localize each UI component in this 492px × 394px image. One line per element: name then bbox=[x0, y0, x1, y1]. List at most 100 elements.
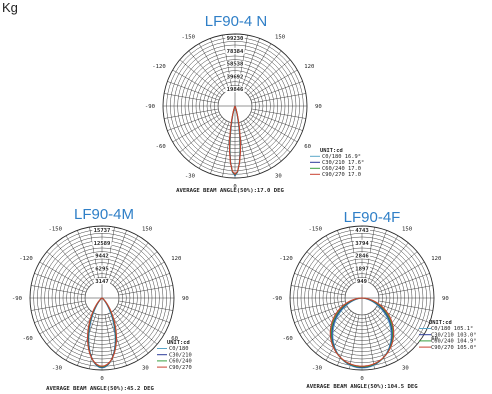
grid-spoke bbox=[249, 69, 298, 98]
beam-curve-C0-180 bbox=[332, 297, 392, 369]
ring-label: 9442 bbox=[95, 254, 108, 260]
grid-spoke bbox=[116, 261, 165, 290]
chart-title: LF90-4 N bbox=[205, 13, 268, 30]
grid-spoke bbox=[325, 312, 354, 361]
grid-spoke bbox=[251, 93, 306, 104]
angle-label: -60 bbox=[283, 336, 293, 342]
angle-label: 90 bbox=[182, 296, 189, 302]
angle-label: -120 bbox=[279, 256, 292, 262]
grid-spoke bbox=[39, 261, 88, 290]
angle-label: 120 bbox=[171, 256, 181, 262]
polar-chart-3: LF90-4F 4743 3794 2846 1897 949 -150 150 -120 120… bbox=[272, 209, 477, 390]
grid-spoke bbox=[65, 235, 94, 284]
legend-entry: C90/270 bbox=[169, 365, 192, 371]
grid-spoke bbox=[337, 230, 357, 283]
legend-entry: C60/240 17.0 bbox=[322, 166, 361, 172]
ring-label: 15737 bbox=[94, 228, 111, 234]
legend-entry: C30/210 bbox=[169, 352, 192, 358]
ring-label: 6295 bbox=[95, 266, 108, 272]
ring-label-bg bbox=[225, 86, 245, 93]
grid-spoke bbox=[89, 314, 100, 369]
grid-spoke bbox=[117, 303, 170, 323]
grid-spoke bbox=[31, 285, 86, 296]
grid-spoke bbox=[55, 310, 92, 354]
grid-spoke bbox=[377, 303, 430, 323]
grid-spoke bbox=[240, 38, 260, 91]
grid-spoke bbox=[77, 313, 97, 366]
beam-angle-footer: AVERAGE BEAM ANGLE(50%):104.5 DEG bbox=[306, 384, 418, 390]
grid-spoke bbox=[247, 59, 291, 96]
grid-spoke bbox=[179, 116, 223, 153]
angle-label: 30 bbox=[142, 365, 149, 371]
angle-label: -150 bbox=[49, 227, 62, 233]
angle-label: 0 bbox=[360, 376, 363, 382]
grid-spoke bbox=[367, 230, 387, 283]
grid-spoke bbox=[55, 242, 92, 286]
angle-label: -60 bbox=[156, 144, 166, 150]
ring-label: 1897 bbox=[355, 266, 368, 272]
grid-spoke bbox=[294, 273, 347, 293]
ring-label: 19846 bbox=[227, 87, 244, 93]
beam-curve-C60-240 bbox=[330, 297, 394, 368]
grid-spoke bbox=[378, 285, 433, 296]
grid-spoke bbox=[376, 261, 425, 290]
grid-spoke bbox=[243, 120, 272, 169]
grid-spoke bbox=[164, 108, 219, 119]
ring-label-bg bbox=[225, 60, 245, 67]
angle-label: 0 bbox=[233, 184, 236, 190]
grid-spoke bbox=[364, 314, 375, 369]
angle-label: 30 bbox=[402, 365, 409, 371]
ring-label: 4743 bbox=[355, 228, 368, 234]
grid-spoke bbox=[374, 308, 418, 345]
angle-label: -120 bbox=[19, 256, 32, 262]
grid-spoke bbox=[245, 118, 282, 162]
legend-entry: C60/240 bbox=[169, 359, 192, 365]
header-text: Kg bbox=[2, 0, 18, 15]
grid-spoke bbox=[118, 285, 173, 296]
unit-label: UNIT:cd bbox=[429, 320, 452, 326]
ring-label: 58538 bbox=[227, 62, 244, 68]
grid-spoke bbox=[46, 308, 90, 345]
angle-label: 60 bbox=[304, 144, 311, 150]
grid-spoke bbox=[306, 308, 350, 345]
grid-spoke bbox=[112, 242, 149, 286]
grid-spoke bbox=[110, 235, 139, 284]
grid-spoke bbox=[370, 312, 399, 361]
legend-entry: C30/210 17.6° bbox=[322, 160, 364, 166]
polar-chart-1: LF90-4 N 99230 78384 58538 39692 19846 -150 150… bbox=[145, 13, 364, 194]
ring-label: 99230 bbox=[227, 36, 244, 42]
grid-spoke bbox=[167, 81, 220, 101]
angle-label: 90 bbox=[442, 296, 449, 302]
ring-label: 78384 bbox=[227, 49, 244, 55]
grid-spoke bbox=[118, 300, 173, 311]
grid-spoke bbox=[198, 43, 227, 92]
ring-label: 12589 bbox=[94, 241, 111, 247]
grid-spoke bbox=[306, 251, 350, 288]
ring-label: 39692 bbox=[227, 74, 244, 80]
grid-spoke bbox=[250, 81, 303, 101]
legend-entry: C60/240 104.9° bbox=[431, 339, 476, 345]
grid-spoke bbox=[112, 310, 149, 354]
angle-label: 0 bbox=[100, 376, 103, 382]
grid-spoke bbox=[164, 93, 219, 104]
angle-label: 120 bbox=[304, 64, 314, 70]
grid-spoke bbox=[114, 308, 158, 345]
grid-spoke bbox=[104, 314, 115, 369]
beam-curve-C90-270 bbox=[329, 297, 395, 367]
grid-spoke bbox=[240, 121, 260, 174]
angle-label: -90 bbox=[145, 104, 155, 110]
grid-spoke bbox=[249, 114, 298, 143]
grid-spoke bbox=[210, 121, 230, 174]
grid-spoke bbox=[117, 273, 170, 293]
angle-label: -30 bbox=[312, 365, 322, 371]
grid-spoke bbox=[34, 273, 87, 293]
ring-label-bg bbox=[92, 227, 112, 233]
grid-spoke bbox=[370, 235, 399, 284]
grid-spoke bbox=[172, 69, 221, 98]
ring-label-bg bbox=[354, 239, 370, 246]
legend-entry: C0/180 bbox=[169, 346, 188, 352]
